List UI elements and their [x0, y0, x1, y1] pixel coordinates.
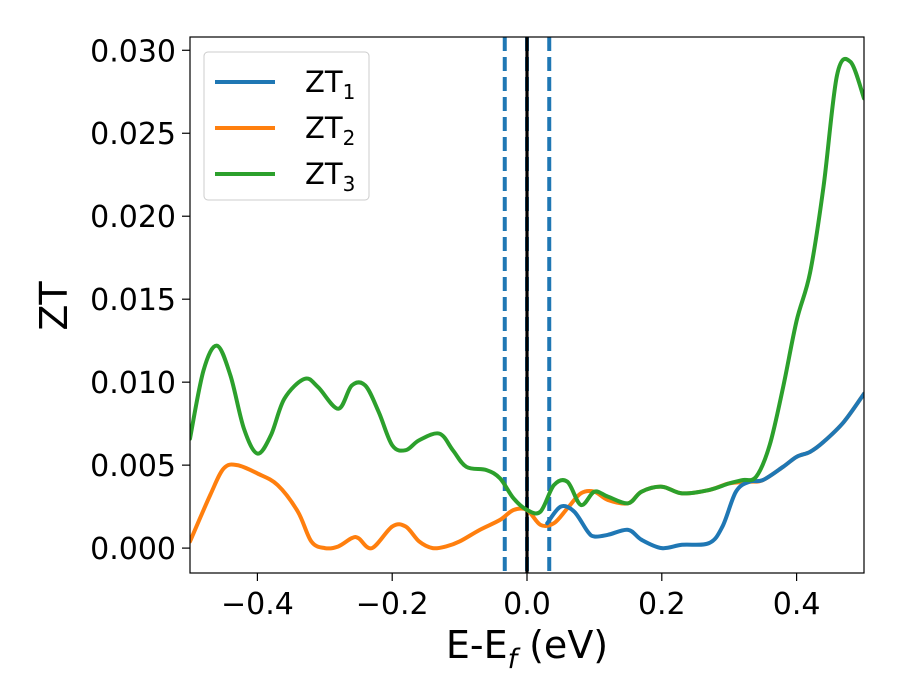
- x-tick-label: −0.4: [221, 587, 294, 622]
- y-axis-ticks: 0.000 0.005 0.010 0.015 0.020 0.025 0.030: [90, 34, 190, 567]
- legend: ZT1 ZT2 ZT3: [203, 51, 370, 201]
- series-lines: [190, 56, 864, 551]
- y-tick-label: 0.015: [90, 283, 176, 318]
- y-tick-label: 0.020: [90, 200, 176, 235]
- y-tick-label: 0.005: [90, 449, 176, 484]
- x-tick-label: 0.0: [503, 587, 551, 622]
- series-line-zt3: [190, 56, 864, 516]
- legend-label-zt3: ZT3: [305, 157, 355, 196]
- y-tick-label: 0.010: [90, 366, 176, 401]
- legend-box: [203, 51, 370, 201]
- legend-label-zt2: ZT2: [305, 111, 355, 150]
- y-tick-label: 0.025: [90, 117, 176, 152]
- x-axis-ticks: −0.4 −0.2 0.0 0.2 0.4: [221, 573, 820, 622]
- x-tick-label: 0.4: [773, 587, 821, 622]
- series-line-zt1: [545, 391, 864, 551]
- legend-label-zt1: ZT1: [305, 65, 355, 104]
- y-tick-label: 0.030: [90, 34, 176, 69]
- x-tick-label: 0.2: [638, 587, 686, 622]
- x-tick-label: −0.2: [356, 587, 429, 622]
- y-axis-label: ZT: [32, 281, 76, 331]
- y-tick-label: 0.000: [90, 532, 176, 567]
